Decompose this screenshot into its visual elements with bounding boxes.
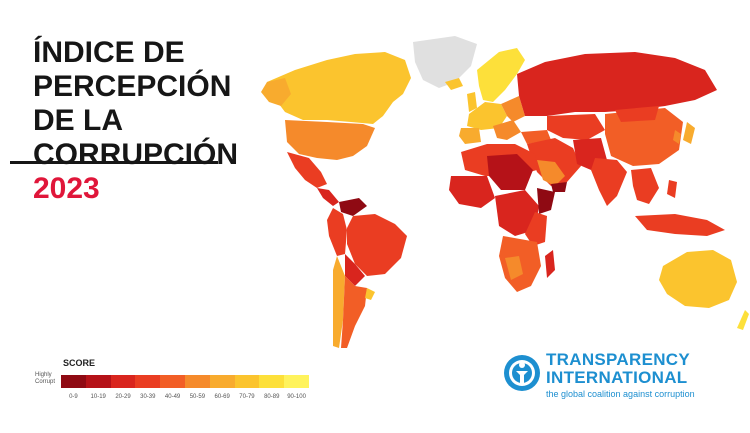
alaska [261, 78, 291, 106]
legend-segment [135, 375, 161, 388]
title-underline [10, 161, 218, 164]
colombia-peru [327, 208, 347, 256]
legend-segment [284, 375, 309, 388]
page-title: ÍNDICE DE PERCEPCIÓN DE LA CORRUPCIÓN 20… [33, 36, 273, 206]
united-kingdom [467, 92, 477, 112]
legend-tick-label: 90-100 [287, 394, 306, 400]
legend-tick-label: 70-79 [239, 394, 255, 400]
legend-ticks: 0-9 10-19 20-29 30-39 40-49 50-59 60-69 70-79 80… [61, 394, 309, 400]
score-legend: SCORE Highly Corrupt 0-9 10-19 20-29 30-39 4… [35, 356, 325, 416]
eastern-europe [501, 96, 525, 122]
title-line-2: PERCEPCIÓN DE LA [33, 70, 232, 137]
mexico [287, 152, 327, 188]
title-line-1: ÍNDICE DE [33, 36, 185, 69]
new-zealand [737, 310, 749, 330]
west-africa [449, 176, 495, 208]
transparency-international-logo: TRANSPARENCY INTERNATIONAL the global co… [502, 351, 742, 403]
iberia [459, 128, 481, 144]
legend-tick-label: 40-49 [164, 394, 181, 400]
legend-segment [61, 375, 86, 388]
legend-segment [110, 375, 136, 388]
legend-title: SCORE [63, 358, 96, 368]
legend-segment [184, 375, 210, 388]
legend-tick-label: 50-59 [189, 394, 206, 400]
southeast-asia [631, 168, 659, 204]
legend-tick-label: 20-29 [115, 394, 131, 400]
india [591, 158, 627, 206]
title-year: 2023 [33, 172, 100, 205]
bolivia-paraguay [345, 254, 365, 286]
organization-name-line-2: INTERNATIONAL [546, 368, 688, 387]
legend-color-bar [61, 375, 309, 388]
botswana-namibia [505, 256, 523, 280]
united-states [285, 120, 375, 160]
sahel [487, 154, 533, 190]
legend-tick-label: 60-69 [214, 394, 230, 400]
southern-europe [493, 120, 521, 140]
greenland [413, 36, 477, 88]
arabian-peninsula [537, 160, 565, 186]
chile [333, 256, 345, 348]
china [605, 108, 683, 166]
legend-tick-label: 0-9 [69, 394, 78, 400]
madagascar [545, 250, 555, 278]
indonesia [635, 214, 725, 236]
world-map [261, 36, 749, 348]
legend-segment [234, 375, 260, 388]
scandinavia [477, 48, 525, 102]
legend-low-label-line-2: Corrupt [35, 379, 56, 385]
organization-tagline: the global coalition against corruption [546, 389, 695, 399]
legend-tick-label: 10-19 [90, 394, 106, 400]
title-line-3: CORRUPCIÓN 2023 [33, 138, 273, 206]
legend-low-label-line-1: Highly [35, 372, 52, 378]
central-africa [495, 190, 539, 236]
uruguay [365, 288, 375, 300]
russia [517, 52, 717, 116]
western-europe [467, 102, 507, 130]
korea [673, 130, 681, 144]
central-america [317, 188, 339, 206]
ti-emblem-icon [504, 355, 540, 391]
legend-segment [160, 375, 185, 388]
japan [683, 122, 695, 144]
legend-tick-label: 30-39 [140, 394, 156, 400]
philippines [667, 180, 677, 198]
legend-segment [209, 375, 235, 388]
legend-tick-label: 80-89 [264, 394, 280, 400]
yemen [551, 182, 567, 192]
horn-of-africa [537, 188, 555, 214]
legend-low-label: Highly Corrupt [35, 372, 59, 386]
iceland [445, 78, 463, 90]
legend-segment [85, 375, 111, 388]
australia [659, 250, 737, 308]
brazil [347, 214, 407, 276]
organization-name: TRANSPARENCY INTERNATIONAL [546, 351, 690, 387]
east-africa [525, 212, 547, 246]
title-line-3-text: CORRUPCIÓN [33, 138, 239, 171]
venezuela [339, 198, 367, 216]
organization-name-line-1: TRANSPARENCY [546, 350, 691, 369]
canada [267, 52, 411, 124]
central-asia [547, 114, 605, 140]
mongolia [615, 106, 659, 122]
argentina [341, 276, 367, 348]
legend-segment [259, 375, 285, 388]
